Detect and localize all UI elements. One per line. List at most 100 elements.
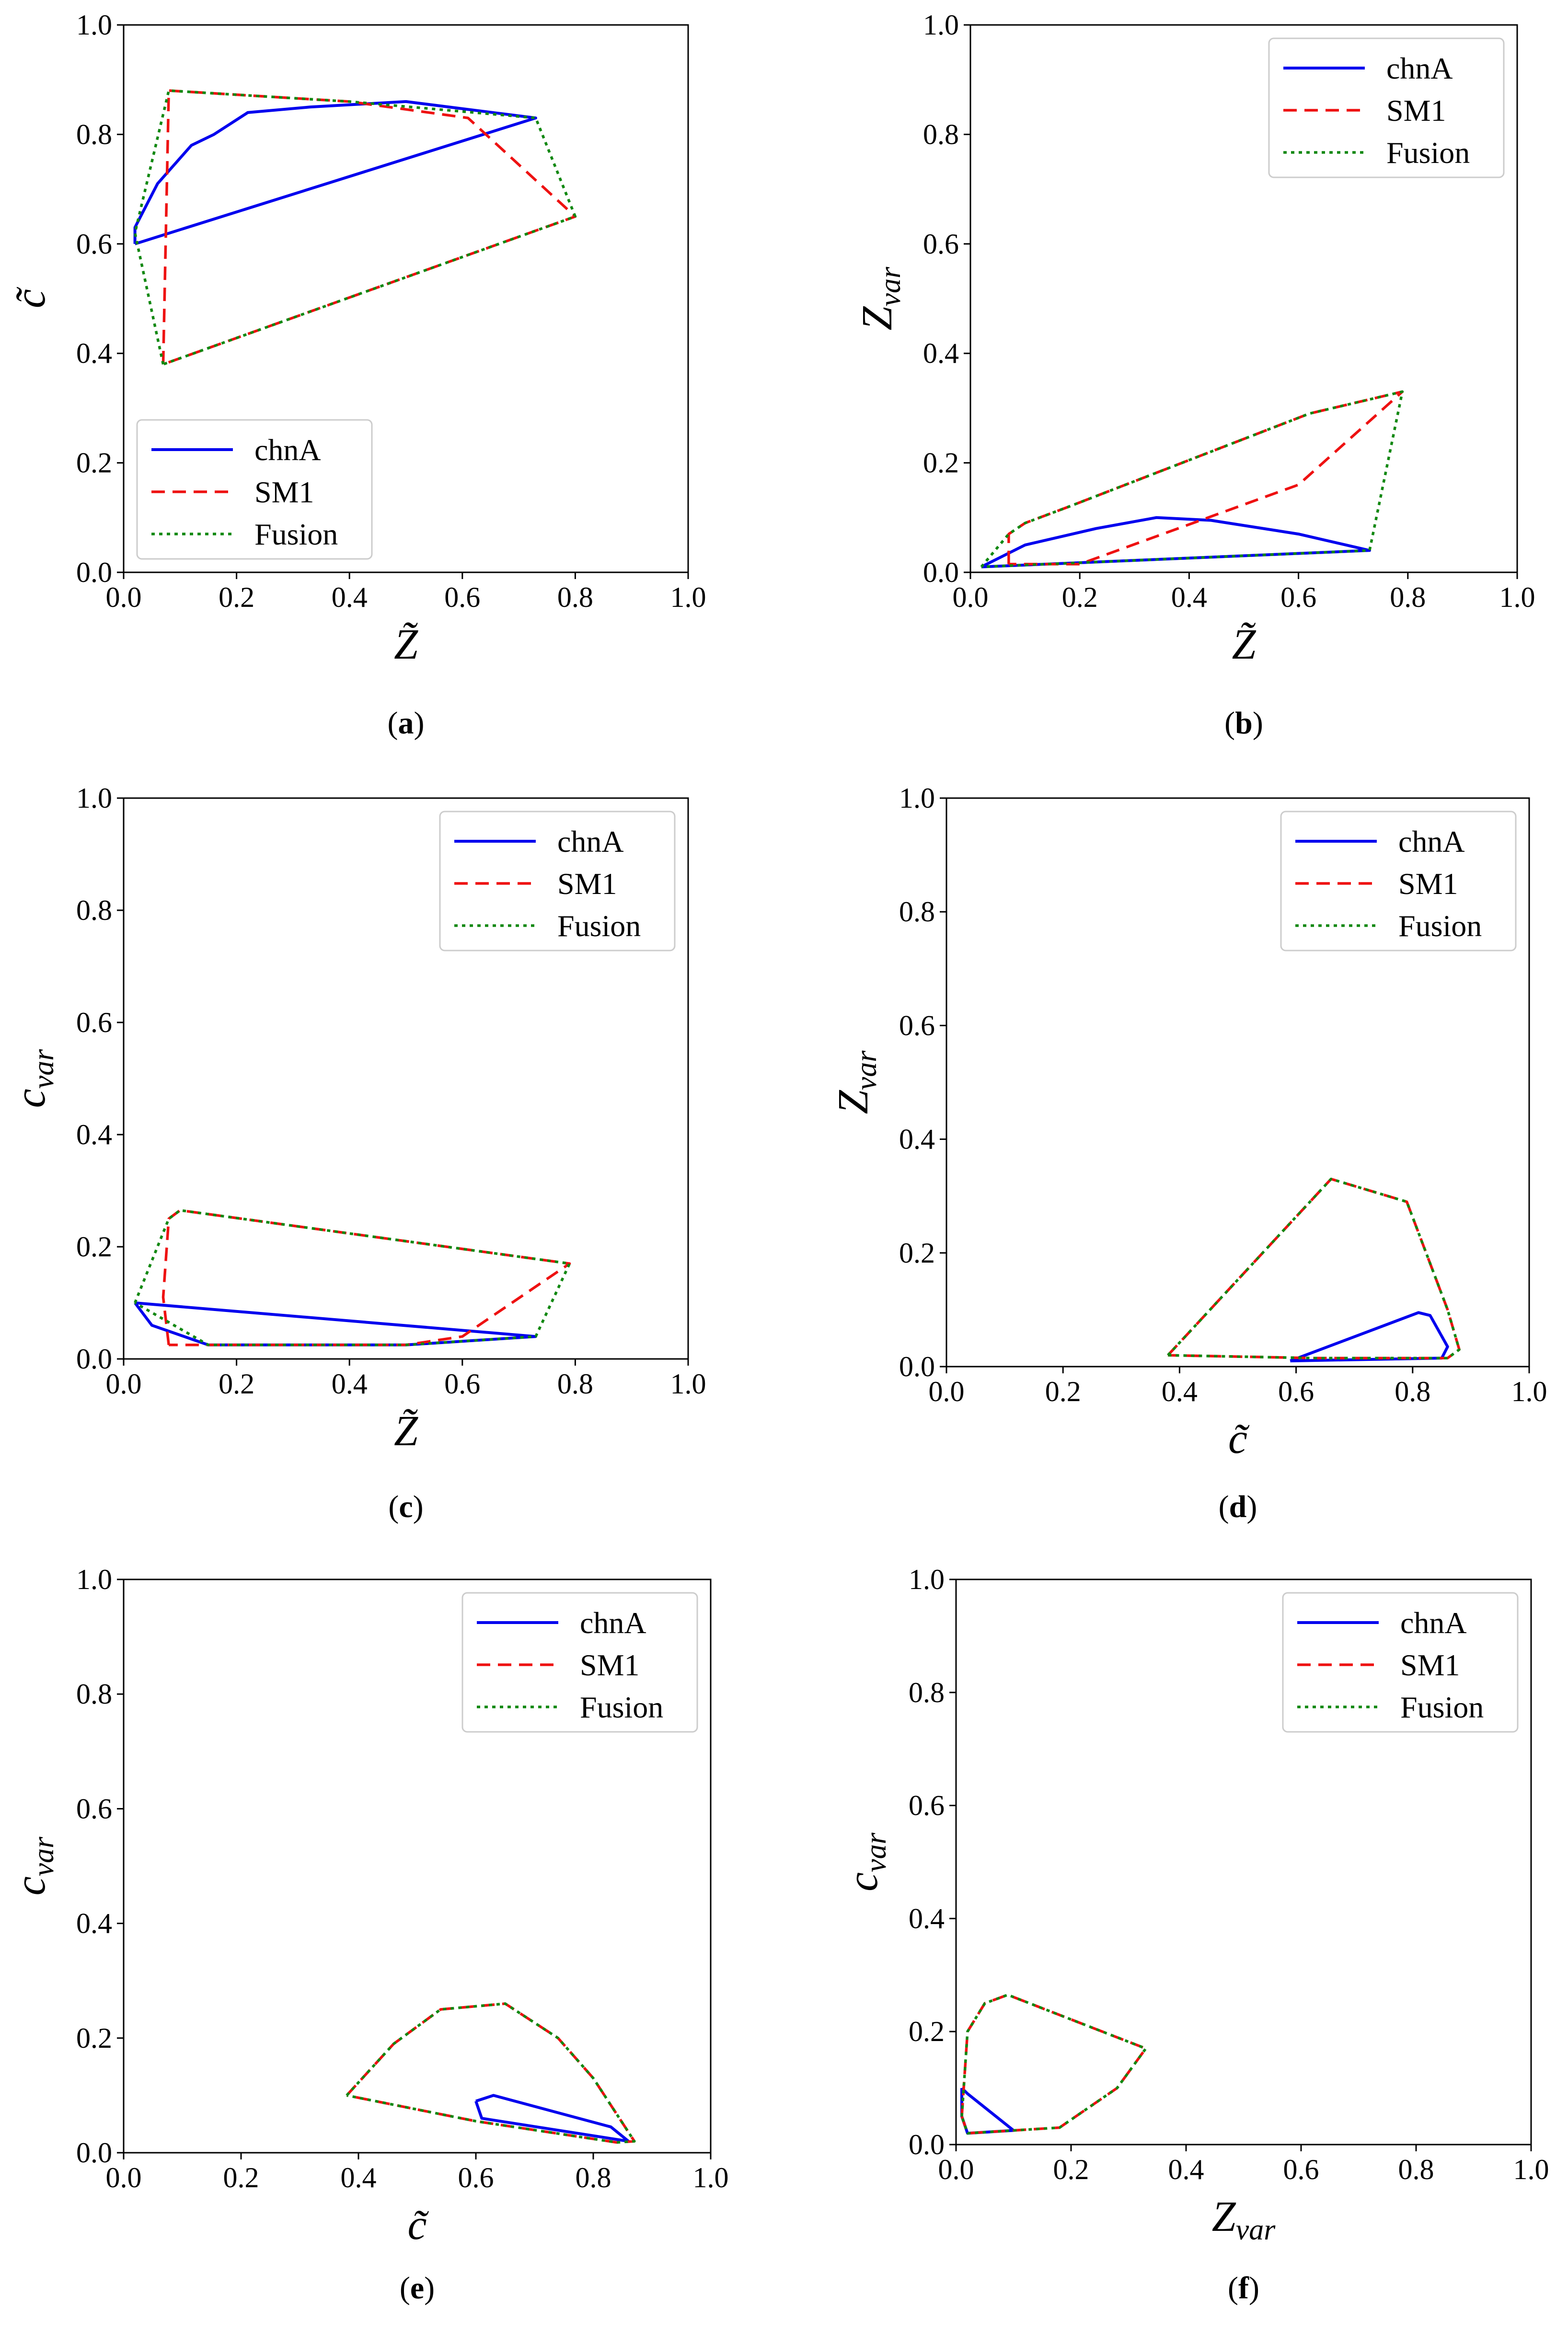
y-tick-label: 0.2 — [76, 447, 112, 479]
plot-frame — [123, 797, 689, 1360]
legend-label-chna: chnA — [557, 824, 624, 859]
x-tick-label: 0.0 — [106, 1368, 142, 1400]
y-tick-label: 0.2 — [909, 2016, 945, 2047]
x-tick-label: 0.0 — [106, 581, 142, 613]
y-tick-label: 0.6 — [76, 1793, 112, 1824]
x-tick-label: 0.4 — [332, 581, 368, 613]
x-tick-label: 0.6 — [458, 2162, 494, 2193]
y-tick-label: 0.2 — [76, 2022, 112, 2054]
x-tick-label: 0.8 — [1395, 1376, 1430, 1407]
y-tick-label: 1.0 — [923, 9, 959, 41]
legend-label-fusion: Fusion — [1400, 1690, 1484, 1724]
legend: chnA SM1 Fusion — [1282, 1592, 1519, 1733]
x-tick-label: 0.2 — [219, 1368, 254, 1400]
y-tick-label: 0.8 — [899, 896, 935, 928]
legend-label-sm1: SM1 — [1400, 1648, 1460, 1682]
y-tick-label: 0.8 — [909, 1677, 945, 1708]
series-line-sm1 — [346, 2002, 636, 2144]
x-tick-label: 0.6 — [444, 1368, 480, 1400]
y-tick-label: 0.4 — [899, 1124, 935, 1155]
panel-caption: (c) — [388, 1489, 423, 1524]
y-tick-label: 1.0 — [909, 1564, 945, 1595]
x-tick-label: 0.6 — [1278, 1376, 1314, 1407]
y-axis-label: Zvar — [853, 267, 907, 331]
panel-c: 0.0 0.2 0.4 0.6 0.8 1.0 0.0 0.2 0.4 0.6 0.8 1.0 Z̃ cv… — [7, 782, 706, 1524]
series-line-fusion — [960, 1993, 1147, 2135]
x-tick-label: 0.4 — [1171, 581, 1207, 613]
panel-e: 0.0 0.2 0.4 0.6 0.8 1.0 0.0 0.2 0.4 0.6 0.8 1.0 c̃ cv… — [7, 1564, 729, 2306]
series-line-fusion — [980, 390, 1404, 568]
legend-label-chna: chnA — [1386, 51, 1453, 85]
legend-label-sm1: SM1 — [557, 867, 617, 901]
legend-label-sm1: SM1 — [254, 475, 314, 509]
x-tick-label: 0.0 — [953, 581, 989, 613]
y-tick-label: 0.8 — [76, 118, 112, 150]
plot-frame — [123, 24, 689, 573]
panel-caption: (d) — [1219, 1489, 1257, 1524]
legend-label-fusion: Fusion — [1386, 136, 1470, 170]
y-tick-label: 0.6 — [923, 228, 959, 260]
x-tick-label: 0.2 — [223, 2162, 259, 2193]
y-tick-label: 0.6 — [909, 1790, 945, 1822]
y-tick-label: 0.2 — [899, 1237, 935, 1269]
legend-label-chna: chnA — [1398, 824, 1465, 859]
y-tick-label: 0.4 — [923, 337, 959, 369]
y-axis-label: cvar — [7, 1836, 60, 1895]
series-line-chna — [1290, 1311, 1449, 1363]
y-tick-label: 0.0 — [76, 557, 112, 588]
panel-a: 0.0 0.2 0.4 0.6 0.8 1.0 0.0 0.2 0.4 0.6 0.8 1.0 Z̃ c̃… — [7, 9, 706, 741]
legend-box — [1268, 37, 1505, 178]
legend-label-chna: chnA — [1400, 1606, 1467, 1640]
legend-label-sm1: SM1 — [1386, 93, 1446, 128]
x-axis-label: c̃ — [408, 2201, 429, 2249]
panel-caption: (b) — [1224, 706, 1263, 741]
y-tick-label: 0.4 — [909, 1903, 945, 1934]
y-tick-label: 0.8 — [76, 1678, 112, 1710]
y-tick-label: 1.0 — [76, 9, 112, 41]
legend-label-fusion: Fusion — [254, 517, 338, 551]
series-line-fusion — [133, 89, 577, 366]
legend-box — [461, 1592, 698, 1733]
legend-label-fusion: Fusion — [580, 1690, 663, 1724]
legend-label-chna: chnA — [254, 433, 321, 467]
legend-box — [1280, 811, 1517, 951]
x-tick-label: 1.0 — [1499, 581, 1535, 613]
legend-label-sm1: SM1 — [1398, 867, 1458, 901]
x-tick-label: 0.8 — [576, 2162, 611, 2193]
x-tick-label: 0.8 — [557, 1368, 593, 1400]
legend-label-sm1: SM1 — [580, 1648, 640, 1682]
series-line-chna — [474, 2094, 630, 2143]
plot-frame — [969, 24, 1518, 573]
y-tick-label: 0.4 — [76, 1119, 112, 1150]
y-axis-label: cvar — [839, 1832, 892, 1891]
y-tick-label: 0.4 — [76, 1908, 112, 1939]
y-tick-label: 0.0 — [76, 2137, 112, 2169]
panel-caption: (a) — [388, 706, 425, 741]
series-line-fusion — [134, 1209, 571, 1346]
x-tick-label: 0.6 — [1283, 2154, 1319, 2185]
x-axis-label: c̃ — [1228, 1415, 1250, 1462]
legend-label-fusion: Fusion — [557, 909, 641, 943]
y-tick-label: 0.6 — [76, 228, 112, 260]
x-tick-label: 0.6 — [444, 581, 480, 613]
legend: chnA SM1 Fusion — [439, 811, 676, 951]
x-axis-label: Z̃ — [1232, 621, 1256, 668]
y-tick-label: 0.2 — [76, 1231, 112, 1263]
legend-label-fusion: Fusion — [1398, 909, 1482, 943]
y-tick-label: 0.6 — [899, 1009, 935, 1041]
x-tick-label: 0.4 — [341, 2162, 377, 2193]
x-tick-label: 0.8 — [1390, 581, 1426, 613]
legend-box — [136, 419, 373, 560]
x-tick-label: 0.2 — [1045, 1376, 1081, 1407]
series-line-chna — [960, 2087, 1015, 2135]
y-tick-label: 0.4 — [76, 337, 112, 369]
y-tick-label: 1.0 — [76, 782, 112, 814]
panel-caption: (f) — [1228, 2271, 1259, 2306]
plot-frame — [945, 797, 1530, 1368]
x-tick-label: 0.8 — [1398, 2154, 1434, 2185]
legend-label-chna: chnA — [580, 1606, 646, 1640]
x-tick-label: 0.2 — [1053, 2154, 1089, 2185]
legend: chnA SM1 Fusion — [461, 1592, 698, 1733]
y-tick-label: 0.8 — [923, 118, 959, 150]
